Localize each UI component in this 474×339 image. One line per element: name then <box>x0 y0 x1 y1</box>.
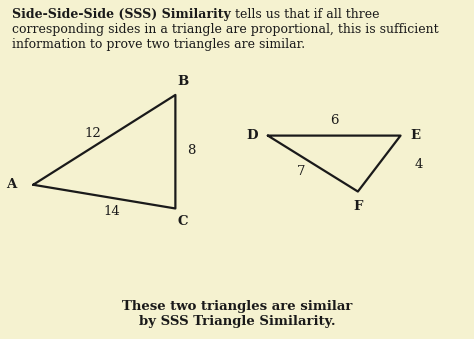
Text: 6: 6 <box>330 114 338 127</box>
Text: These two triangles are similar
by SSS Triangle Similarity.: These two triangles are similar by SSS T… <box>122 300 352 327</box>
Text: tells us that if all three: tells us that if all three <box>230 8 379 21</box>
Text: A: A <box>6 178 17 191</box>
Text: B: B <box>178 75 189 88</box>
Text: 7: 7 <box>297 165 305 178</box>
Text: corresponding sides in a triangle are proportional, this is sufficient
informati: corresponding sides in a triangle are pr… <box>12 8 438 52</box>
Text: 14: 14 <box>103 205 120 218</box>
Text: D: D <box>247 129 258 142</box>
Text: C: C <box>178 215 188 228</box>
Text: 4: 4 <box>415 158 423 171</box>
Text: F: F <box>353 200 363 213</box>
Text: 12: 12 <box>84 127 101 140</box>
Text: 8: 8 <box>187 144 196 157</box>
Text: E: E <box>410 129 420 142</box>
Text: Side-Side-Side (SSS) Similarity: Side-Side-Side (SSS) Similarity <box>12 8 230 21</box>
